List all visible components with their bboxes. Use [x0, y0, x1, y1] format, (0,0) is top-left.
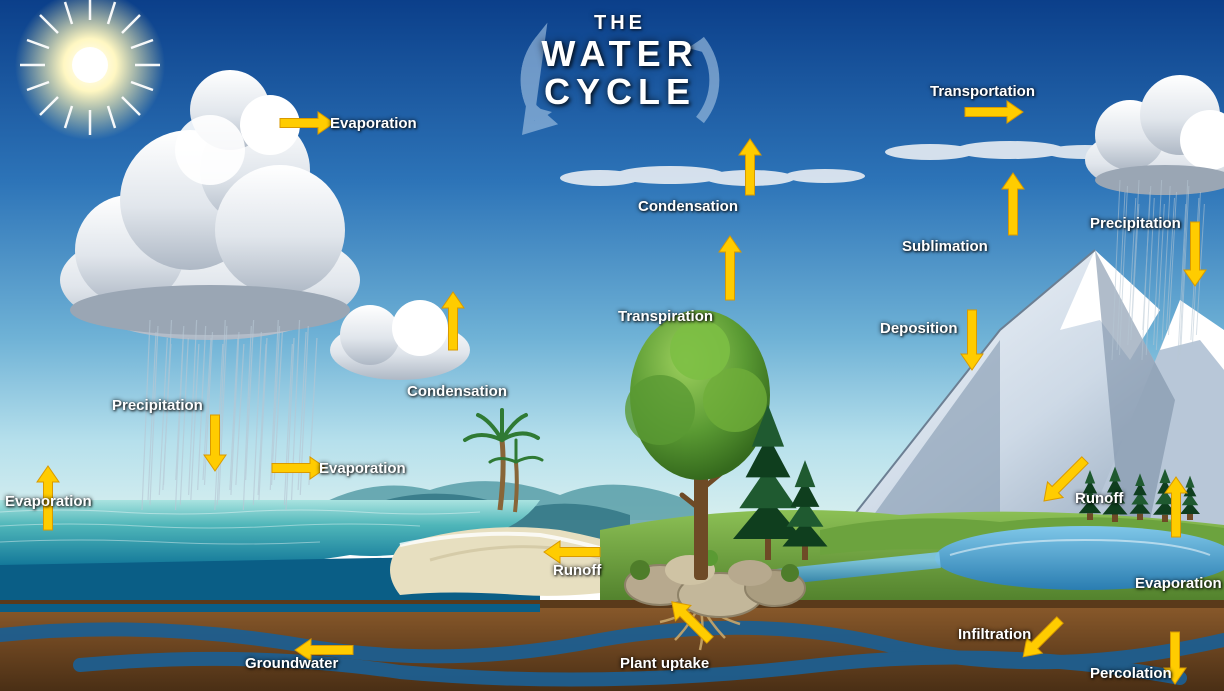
scene-svg — [0, 0, 1224, 691]
water-cycle-diagram: THE WATER CYCLE EvaporationCondensationP… — [0, 0, 1224, 691]
